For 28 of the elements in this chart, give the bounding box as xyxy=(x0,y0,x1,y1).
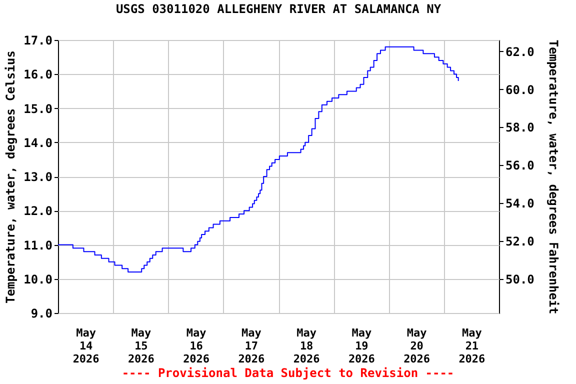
y-tick-label: 12.0 xyxy=(24,204,52,218)
y2-tick-label: 62.0 xyxy=(506,44,534,59)
y2-tick-label: 54.0 xyxy=(506,196,534,211)
y2-tick-label: 56.0 xyxy=(506,158,534,173)
y-tick-label: 14.0 xyxy=(24,136,52,150)
y-tick-label: 13.0 xyxy=(24,170,52,184)
x-tick-label: May 18 2026 xyxy=(293,326,320,366)
x-tick-label: May 17 2026 xyxy=(238,326,266,366)
chart-title: USGS 03011020 ALLEGHENY RIVER AT SALAMANCA NY xyxy=(116,2,442,16)
x-tick-label: May 16 2026 xyxy=(183,326,210,366)
y-tick-label: 15.0 xyxy=(24,102,52,116)
y2-axis-title: Temperature, water, degrees Fahrenheit xyxy=(546,40,560,314)
y-tick-label: 10.0 xyxy=(24,272,52,286)
x-tick-label: May 19 2026 xyxy=(348,326,376,366)
y-tick-label: 9.0 xyxy=(30,306,52,320)
y-tick-label: 11.0 xyxy=(24,238,52,252)
y2-tick-label: 60.0 xyxy=(506,82,534,97)
x-tick-label: May 21 2026 xyxy=(458,326,486,366)
x-tick-label: May 14 2026 xyxy=(72,326,100,366)
y-tick-label: 17.0 xyxy=(24,34,52,48)
x-tick-label: May 20 2026 xyxy=(404,326,430,366)
text: ---- Provisional Data Subject to Revision ---- xyxy=(120,366,456,380)
y-axis-title: Temperature, water, degrees Celsius xyxy=(4,50,18,304)
y2-tick-label: 52.0 xyxy=(506,234,534,248)
y2-tick-label: 50.0 xyxy=(506,272,534,286)
y2-tick-label: 58.0 xyxy=(506,120,534,135)
y-tick-label: 16.0 xyxy=(24,68,52,82)
x-tick-label: May 15 2026 xyxy=(128,326,155,366)
